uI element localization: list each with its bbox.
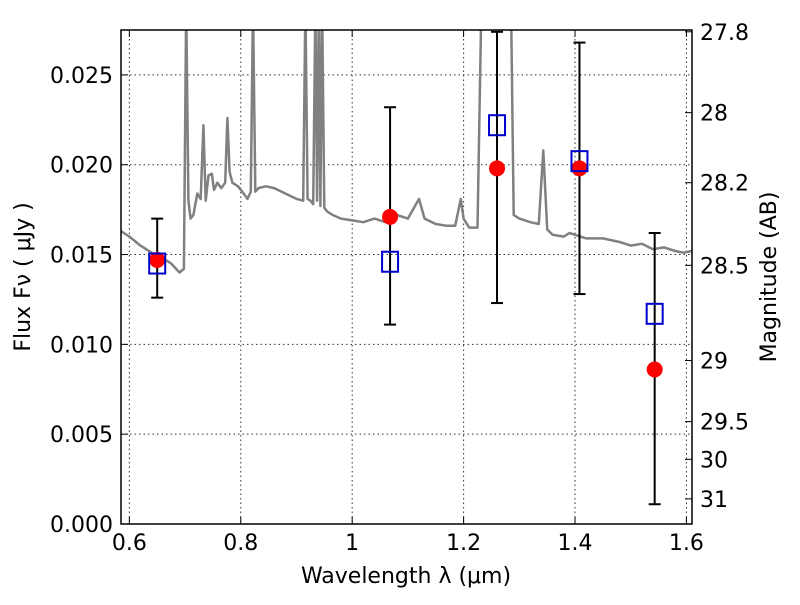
model-flux-square [570, 150, 589, 173]
right-tick-label: 28.2 [700, 172, 749, 197]
right-tick-label: 27.8 [700, 21, 749, 46]
y-tick-label: 0.010 [50, 333, 113, 358]
model-flux-square [148, 252, 167, 275]
x-tick-label: 1.4 [558, 531, 593, 556]
right-axis-title: Magnitude (AB) [757, 192, 782, 363]
model-flux-square [381, 250, 400, 273]
x-axis-title: Wavelength λ (μm) [301, 564, 511, 589]
ticks: 0.6 0.8 1 1.2 1.4 1.6 0.000 0.005 0.010 0.015 0.02… [50, 21, 749, 556]
x-tick-label: 0.8 [223, 531, 258, 556]
y-tick-label: 0.005 [50, 423, 113, 448]
model-flux-square [645, 302, 664, 325]
y-tick-label: 0.020 [50, 154, 113, 179]
y-axis-title: Flux Fν ( μJy ) [11, 202, 36, 351]
plot-frame [120, 29, 693, 525]
model-spectrum-line [121, 30, 692, 274]
x-tick-label: 1 [345, 531, 359, 556]
right-tick-label: 29 [700, 350, 728, 375]
observed-flux-point [571, 160, 588, 177]
x-tick-label: 1.6 [669, 531, 704, 556]
y-tick-label: 0.025 [50, 64, 113, 89]
observed-flux-point [382, 208, 399, 225]
y-tick-label: 0.015 [50, 244, 113, 269]
right-tick-label: 29.5 [700, 411, 749, 436]
model-flux-square [488, 114, 507, 137]
x-tick-label: 1.2 [446, 531, 481, 556]
observed-flux-point [149, 251, 166, 268]
right-tick-label: 30 [700, 448, 728, 473]
right-tick-label: 28 [700, 102, 728, 127]
right-tick-label: 28.5 [700, 254, 749, 279]
right-tick-label: 31 [700, 488, 728, 513]
observed-flux-point [489, 160, 506, 177]
grid [121, 30, 692, 525]
observed-flux-point [646, 361, 663, 378]
y-tick-label: 0.000 [50, 513, 113, 538]
x-tick-label: 0.6 [112, 531, 147, 556]
plot-area [121, 30, 692, 506]
